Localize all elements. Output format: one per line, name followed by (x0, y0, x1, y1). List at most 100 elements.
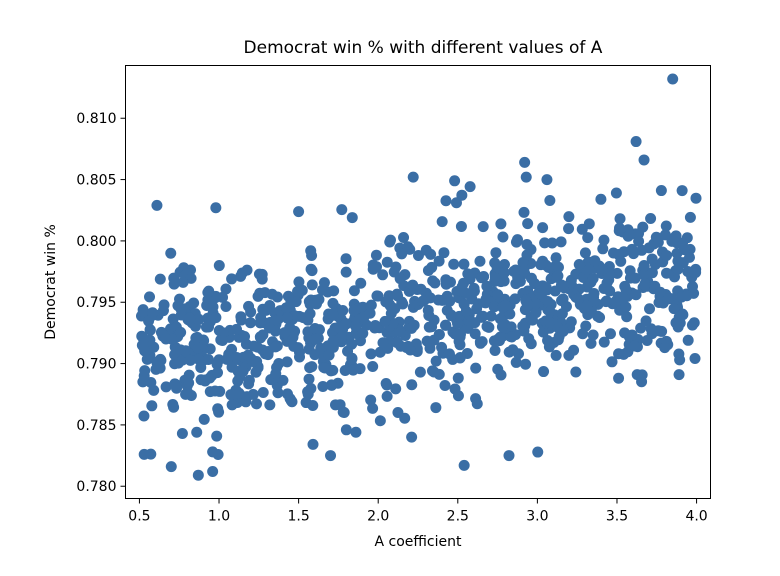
data-point (583, 218, 595, 230)
data-point (474, 255, 486, 267)
data-point (137, 333, 149, 345)
data-point (606, 356, 618, 368)
data-point (477, 310, 489, 322)
data-point (392, 406, 404, 418)
data-point (555, 236, 567, 248)
data-point (169, 378, 181, 390)
data-point (350, 320, 362, 332)
data-point (263, 322, 275, 334)
data-point (379, 315, 391, 327)
data-point (638, 269, 650, 281)
data-point (385, 234, 396, 246)
data-point (471, 398, 483, 410)
data-point (272, 387, 284, 399)
data-point (557, 325, 569, 337)
data-point (495, 218, 507, 230)
data-point (160, 333, 172, 345)
data-point (374, 415, 386, 427)
data-point (239, 331, 251, 343)
data-point (414, 366, 426, 378)
data-point (563, 223, 575, 235)
data-point (406, 431, 418, 443)
data-point (439, 380, 451, 392)
data-point (165, 461, 177, 473)
data-point (381, 379, 393, 391)
data-point (220, 283, 232, 295)
data-point (668, 303, 680, 315)
data-point (214, 385, 226, 397)
data-point (226, 273, 238, 285)
data-point (613, 348, 625, 360)
data-point (544, 195, 556, 207)
data-point (477, 221, 489, 233)
x-axis: 0.5 1.0 1.5 2.0 2.5 3.0 3.5 4.0 (128, 498, 708, 525)
data-point (615, 255, 627, 267)
data-point (587, 329, 599, 341)
data-point (357, 327, 369, 339)
data-point (523, 333, 535, 345)
data-point (520, 171, 532, 183)
data-point (438, 247, 450, 259)
data-point (433, 255, 445, 267)
data-point (646, 253, 658, 265)
data-point (510, 278, 522, 290)
data-point (598, 234, 610, 246)
data-point (372, 290, 384, 302)
data-point (683, 251, 695, 263)
y-tick-label: 0.790 (76, 357, 116, 373)
data-point (365, 394, 377, 406)
data-point (506, 331, 518, 343)
data-point (677, 309, 689, 321)
data-point (257, 303, 269, 315)
data-point (577, 328, 589, 340)
data-point (285, 296, 297, 308)
data-point (452, 390, 464, 402)
data-point (672, 255, 684, 267)
data-point (192, 469, 204, 481)
data-point (503, 450, 515, 462)
data-point (629, 340, 641, 352)
data-point (371, 321, 383, 333)
y-tick-label: 0.810 (76, 111, 116, 127)
data-point (573, 259, 585, 271)
data-point (294, 351, 305, 363)
data-point (199, 374, 211, 386)
data-point (689, 352, 701, 364)
data-point (598, 336, 610, 348)
data-point (565, 277, 577, 289)
data-point (248, 340, 260, 352)
data-point (257, 386, 269, 398)
data-point (305, 245, 317, 257)
data-point (537, 222, 549, 234)
data-point (424, 342, 436, 354)
data-point (347, 364, 359, 376)
data-point (613, 372, 625, 384)
data-point (327, 335, 339, 347)
data-point (464, 181, 476, 193)
data-point (684, 211, 696, 223)
data-point (556, 308, 568, 320)
data-point (198, 413, 210, 425)
data-point (304, 362, 316, 374)
data-point (137, 306, 149, 318)
data-point (253, 268, 265, 280)
data-point (521, 249, 533, 261)
data-point (182, 387, 194, 399)
data-point (412, 249, 424, 261)
data-point (646, 267, 658, 279)
data-point (604, 285, 616, 297)
data-point (203, 321, 215, 333)
data-point (504, 308, 516, 320)
data-point (323, 349, 335, 361)
data-point (250, 366, 262, 378)
data-point (340, 253, 352, 265)
data-point (690, 192, 702, 204)
data-point (310, 298, 322, 310)
data-point (452, 317, 464, 329)
data-point (537, 326, 549, 338)
data-point (407, 279, 419, 291)
data-point (144, 324, 156, 336)
data-point (392, 337, 404, 349)
data-point (247, 355, 259, 367)
data-point (191, 331, 203, 343)
